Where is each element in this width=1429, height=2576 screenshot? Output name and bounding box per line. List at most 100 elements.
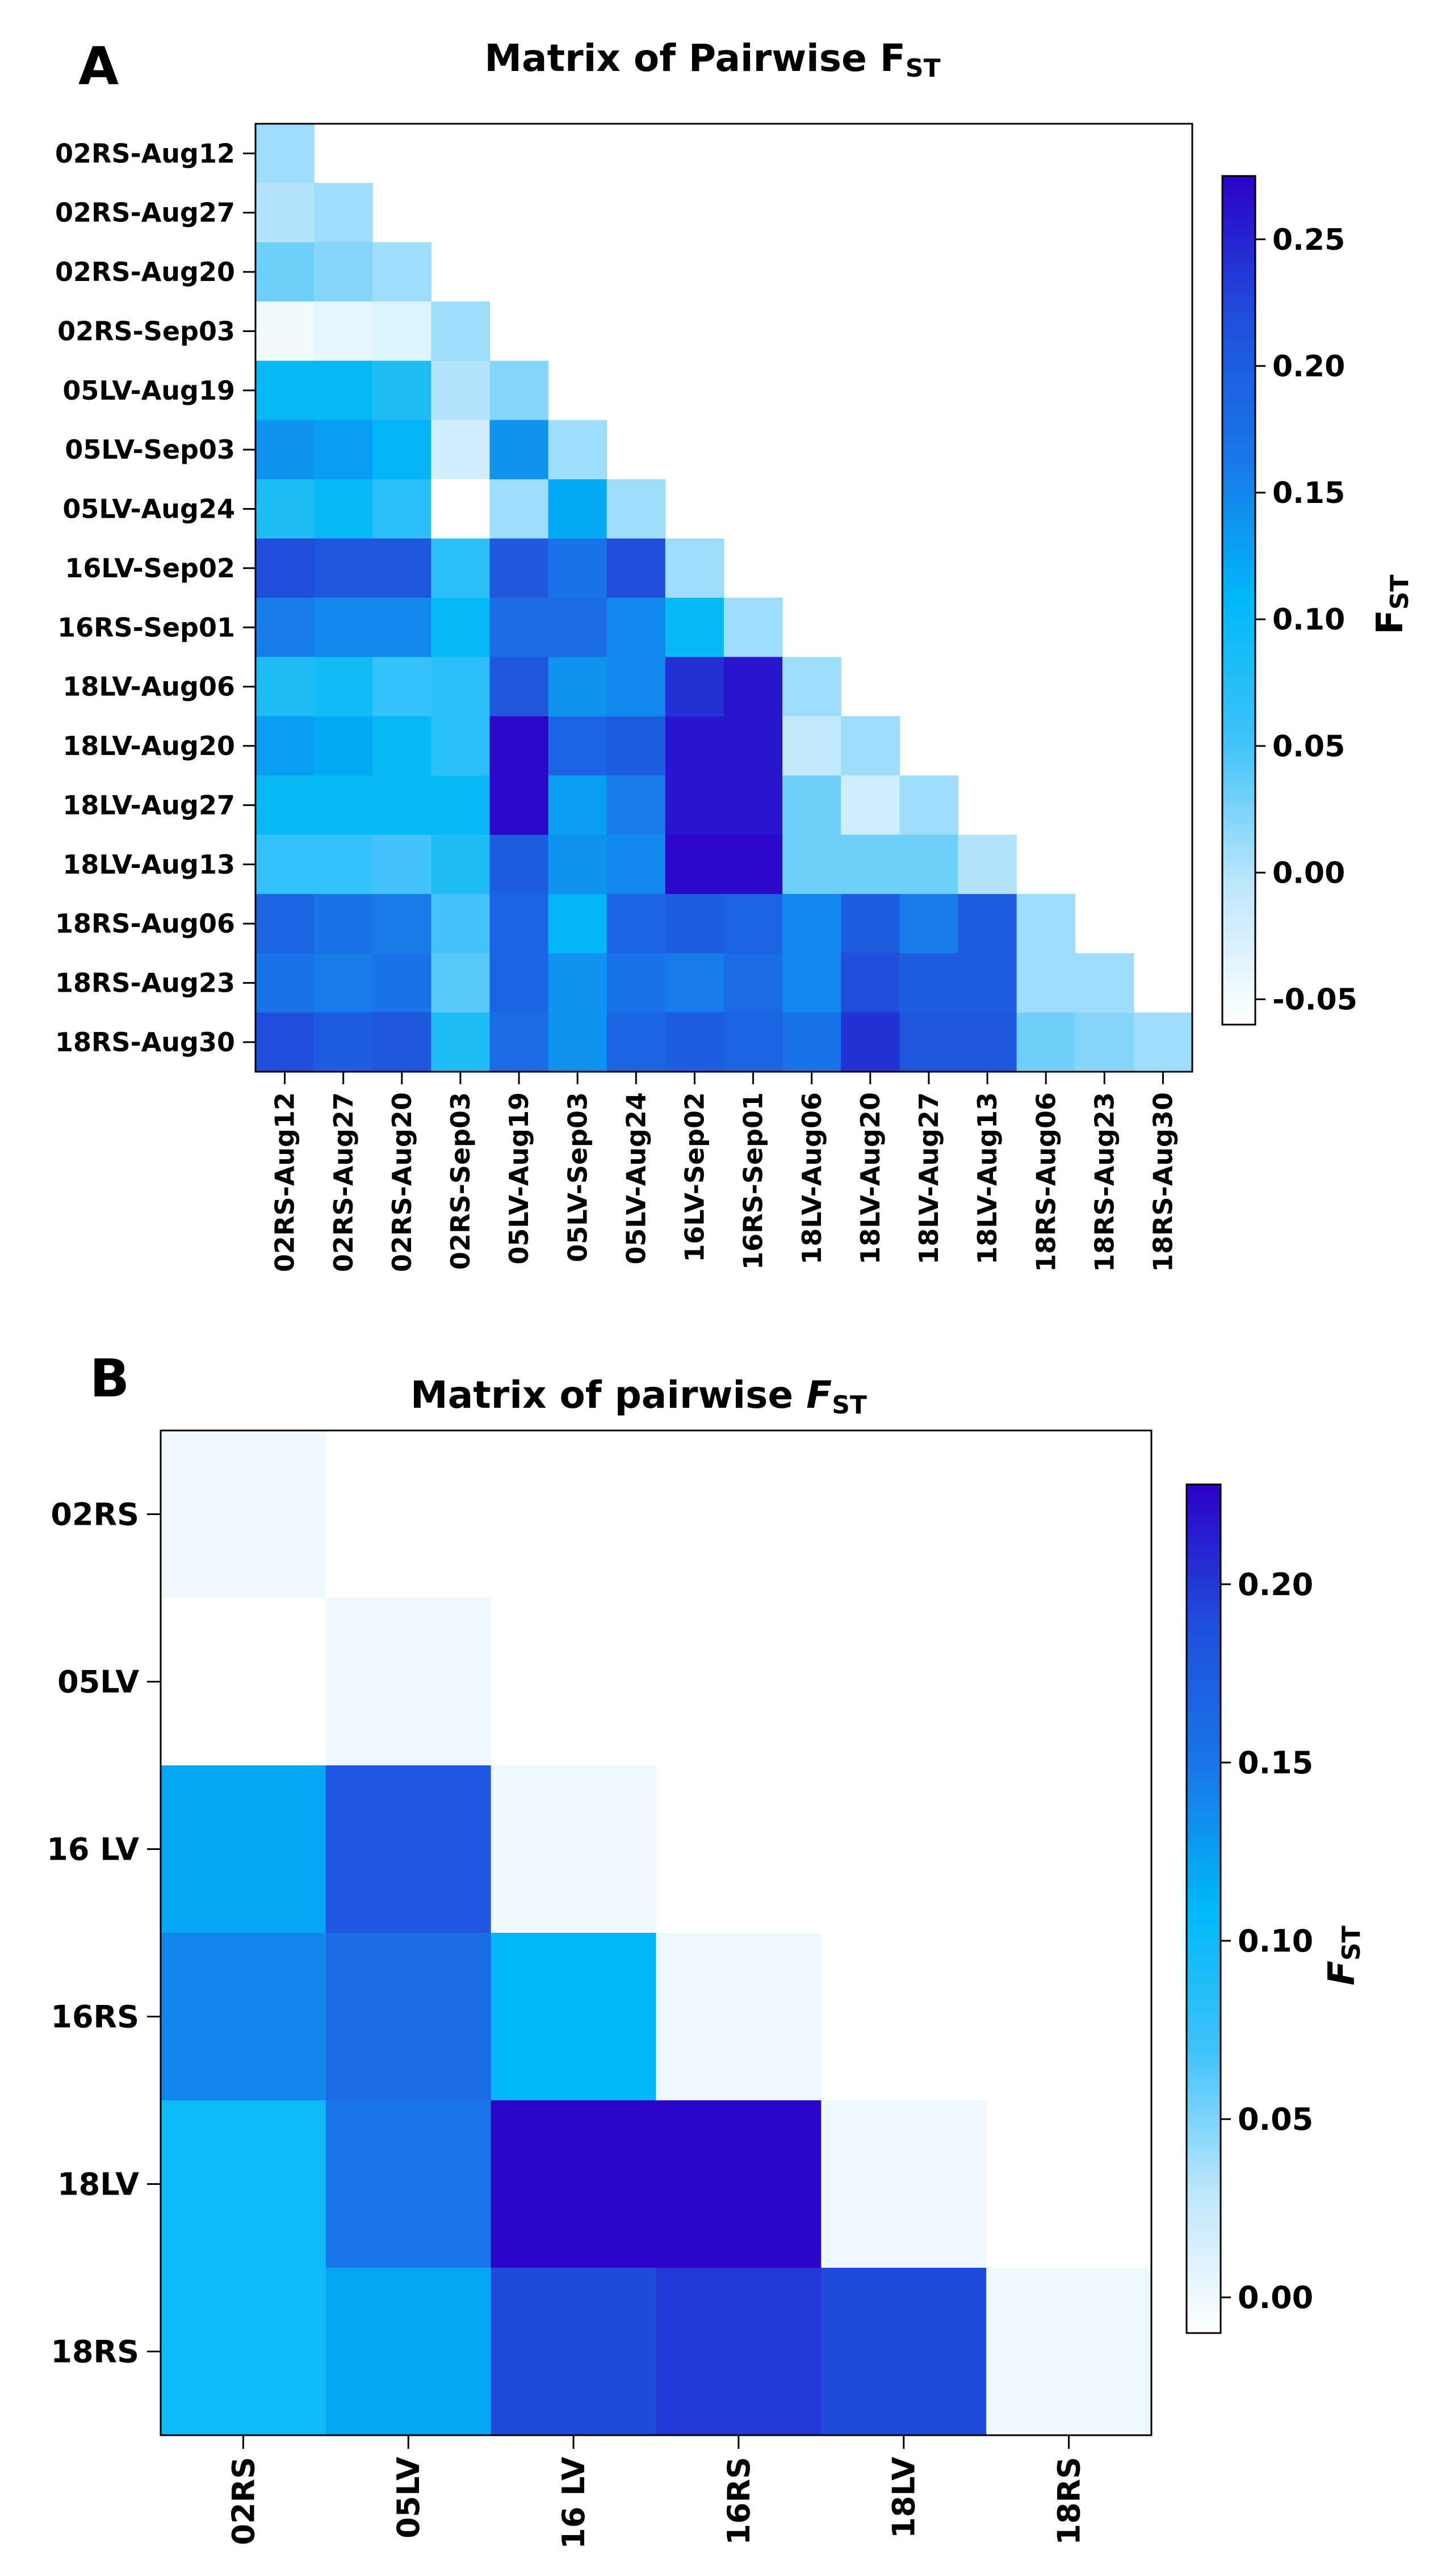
heatmap-cell	[821, 2268, 987, 2436]
heatmap-cell	[314, 538, 373, 598]
colorbar-tick-label: -0.05	[1272, 983, 1357, 1017]
heatmap-cell	[372, 953, 431, 1013]
heatmap-cell	[665, 657, 724, 717]
heatmap-cell	[899, 1012, 959, 1072]
heatmap-cell	[431, 834, 491, 895]
heatmap-cell	[161, 1933, 326, 2101]
heatmap-cell	[665, 598, 724, 657]
heatmap-cell	[489, 657, 549, 717]
heatmap-cell	[431, 479, 491, 539]
heatmap-cell	[314, 716, 373, 776]
heatmap-cell	[161, 1598, 326, 1766]
heatmap-cell	[372, 657, 431, 717]
heatmap-cell	[431, 1012, 491, 1072]
heatmap-cell	[782, 834, 841, 895]
heatmap-cell	[841, 834, 900, 895]
row-label: 02RS-Aug12	[55, 138, 235, 169]
heatmap-cell	[431, 893, 491, 954]
heatmap-cell	[899, 893, 959, 954]
colorbar-tick-label: 0.20	[1238, 1567, 1313, 1602]
heatmap-cell	[372, 301, 431, 362]
panel-b-cells	[161, 1430, 1152, 2436]
column-label: 05LV-Aug19	[504, 1092, 534, 1265]
heatmap-cell	[606, 598, 666, 657]
row-label: 18RS-Aug30	[55, 1027, 235, 1058]
column-label: 02RS-Aug12	[270, 1092, 300, 1272]
heatmap-cell	[255, 124, 315, 183]
heatmap-cell	[1075, 953, 1134, 1013]
heatmap-cell	[255, 538, 315, 598]
column-label: 02RS	[225, 2457, 261, 2545]
panel-b: B Matrix of pairwise FST 02RS 05LV 16 LV 16…	[47, 1348, 1366, 2549]
panel-a-title: Matrix of Pairwise FST	[484, 36, 940, 83]
heatmap-cell	[782, 893, 841, 954]
column-label: 16RS	[721, 2457, 757, 2545]
heatmap-cell	[372, 242, 431, 302]
column-label: 05LV	[391, 2457, 426, 2539]
heatmap-cell	[431, 598, 491, 657]
heatmap-cell	[255, 657, 315, 717]
heatmap-cell	[782, 953, 841, 1013]
heatmap-cell	[548, 953, 607, 1013]
heatmap-cell	[161, 2100, 326, 2268]
heatmap-cell	[782, 1012, 841, 1072]
heatmap-cell	[548, 657, 607, 717]
heatmap-cell	[314, 183, 373, 243]
heatmap-cell	[489, 893, 549, 954]
colorbar-tick-label: 0.15	[1238, 1745, 1313, 1781]
heatmap-cell	[656, 2100, 822, 2268]
panel-b-colorbar-fill	[1185, 1483, 1222, 2334]
heatmap-cell	[724, 1012, 783, 1072]
heatmap-cell	[841, 716, 900, 776]
panel-a-row-labels: 02RS-Aug12 02RS-Aug27 02RS-Aug20 02RS-Sep03…	[55, 138, 255, 1058]
heatmap-cell	[372, 893, 431, 954]
panel-a: A Matrix of Pairwise FST 02RS-Aug1202RS-…	[55, 36, 1414, 1272]
heatmap-cell	[314, 301, 373, 362]
heatmap-cell	[372, 1012, 431, 1072]
column-label: 18LV	[886, 2457, 922, 2539]
heatmap-cell	[489, 538, 549, 598]
heatmap-cell	[314, 1012, 373, 1072]
heatmap-cell	[372, 834, 431, 895]
heatmap-cell	[491, 1933, 657, 2101]
panel-a-column-labels: 02RS-Aug12 02RS-Aug27 02RS-Aug20 02RS-Sep03…	[270, 1072, 1179, 1272]
heatmap-cell	[724, 716, 783, 776]
colorbar-tick-label: 0.25	[1272, 223, 1345, 257]
heatmap-cell	[489, 419, 549, 480]
heatmap-cell	[986, 2268, 1152, 2436]
row-label: 02RS-Sep03	[57, 316, 235, 346]
heatmap-cell	[314, 953, 373, 1013]
heatmap-cell	[841, 1012, 900, 1072]
heatmap-cell	[724, 657, 783, 717]
heatmap-cell	[606, 716, 666, 776]
heatmap-cell	[958, 834, 1017, 895]
heatmap-cell	[606, 953, 666, 1013]
heatmap-cell	[314, 360, 373, 421]
panel-a-letter: A	[78, 36, 119, 97]
column-label: 18LV-Aug06	[797, 1092, 827, 1265]
heatmap-cell	[431, 419, 491, 480]
heatmap-cell	[899, 834, 959, 895]
row-label: 16RS-Sep01	[57, 612, 235, 643]
panel-b-colorbar-ticks: 0.00 0.05 0.10 0.15 0.20	[1221, 1567, 1313, 2315]
heatmap-cell	[489, 360, 549, 421]
column-label: 05LV-Sep03	[562, 1092, 593, 1262]
heatmap-cell	[325, 1598, 492, 1766]
heatmap-cell	[656, 1933, 822, 2101]
heatmap-cell	[255, 775, 315, 836]
heatmap-cell	[255, 834, 315, 895]
column-label: 05LV-Aug24	[621, 1092, 651, 1265]
heatmap-cell	[724, 953, 783, 1013]
heatmap-cell	[489, 716, 549, 776]
panel-b-colorbar: 0.00 0.05 0.10 0.15 0.20 FST	[1185, 1483, 1366, 2334]
heatmap-cell	[665, 953, 724, 1013]
heatmap-cell	[606, 775, 666, 836]
heatmap-cell	[606, 657, 666, 717]
heatmap-cell	[372, 775, 431, 836]
heatmap-cell	[431, 301, 491, 362]
row-label: 02RS	[51, 1496, 139, 1532]
heatmap-cell	[489, 953, 549, 1013]
heatmap-cell	[548, 598, 607, 657]
column-label: 18RS	[1051, 2457, 1087, 2545]
